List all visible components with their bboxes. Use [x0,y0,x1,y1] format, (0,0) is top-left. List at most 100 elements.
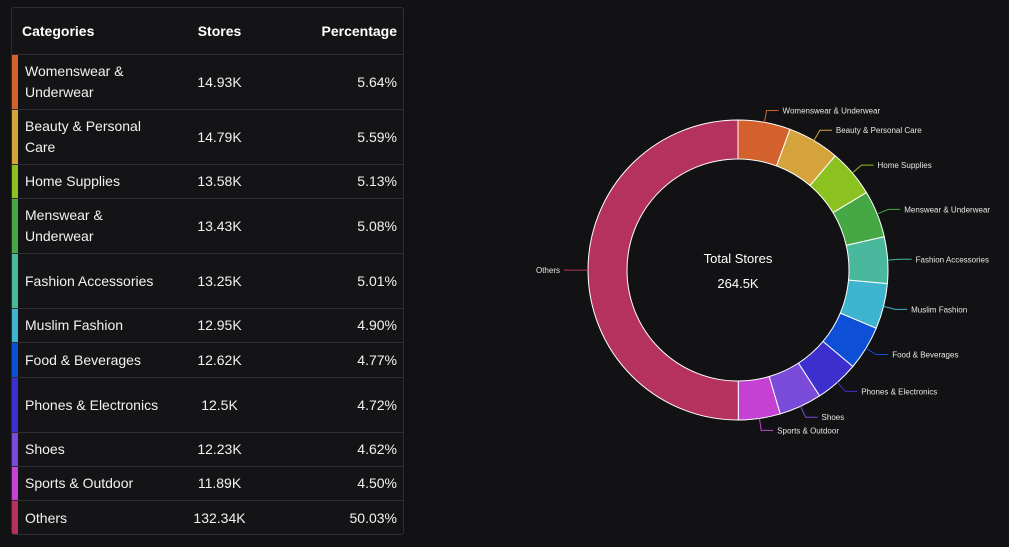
table-row[interactable]: Fashion Accessories 13.25K 5.01% [12,253,403,309]
category-label: Beauty & Personal Care [25,118,141,155]
cell-stores: 11.89K [172,466,267,501]
cell-percentage: 5.01% [267,253,403,309]
donut-chart-svg: Womenswear & Underwear Beauty & Personal … [536,107,990,436]
category-label: Muslim Fashion [25,317,124,333]
slice-leader-line [800,406,818,418]
slice-leader-line [865,347,889,356]
cell-stores: 132.34K [193,509,246,526]
header-stores[interactable]: Stores [172,8,267,55]
cell-percentage: 5.13% [267,164,403,199]
cell-percentage: 5.08% [267,198,403,254]
cell-stores: 12.23K [172,432,267,467]
category-label: Menswear & Underwear [25,207,103,244]
category-label: Phones & Electronics [25,396,159,413]
slice-leader-line [852,164,874,174]
center-value: 264.5K [717,276,759,291]
category-color-bar [12,433,18,466]
category-color-bar [12,378,18,432]
table-row[interactable]: Phones & Electronics 12.5K 4.72% [12,377,403,433]
cell-category: Womenswear & Underwear [12,54,172,110]
table-row[interactable]: Womenswear & Underwear 14.93K 5.64% [12,54,403,110]
slice-label: Fashion Accessories [916,255,989,264]
cell-percentage: 4.72% [267,377,403,433]
table-body: Womenswear & Underwear 14.93K 5.64% Beauty … [12,54,403,534]
cell-percentage: 4.90% [267,308,403,343]
table-header-row: Categories Stores Percentage [12,8,403,55]
slice-label: Womenswear & Underwear [783,107,881,116]
slice-leader-line [876,208,901,215]
slice-label: Phones & Electronics [861,387,937,396]
slice-label: Food & Beverages [892,351,958,360]
cell-percentage: 50.03% [349,509,397,526]
cell-category: Home Supplies [12,164,172,199]
category-color-bar [12,110,18,164]
table-row[interactable]: Menswear & Underwear 13.43K 5.08% [12,198,403,254]
cell-category: Muslim Fashion [12,308,172,343]
cell-category: Others [12,501,172,534]
table-row[interactable]: Muslim Fashion 12.95K 4.90% [12,308,403,343]
table-row[interactable]: Others 132.34K 50.03% [12,501,403,534]
slice-label: Menswear & Underwear [904,205,990,214]
category-color-bar [12,501,18,534]
cell-stores: 12.95K [172,308,267,343]
slice-label: Beauty & Personal Care [836,126,922,135]
donut-slice[interactable] [845,236,889,285]
cell-category: Beauty & Personal Care [12,109,172,165]
cell-percentage: 4.50% [267,466,403,501]
cell-percentage: 4.77% [267,342,403,378]
category-label: Sports & Outdoor [25,475,134,491]
cell-percentage: 5.59% [267,109,403,165]
header-percentage[interactable]: Percentage [267,8,403,55]
cell-stores: 13.58K [172,164,267,199]
category-color-bar [12,199,18,253]
slice-leader-line [763,110,779,123]
cell-stores: 12.5K [172,377,267,433]
table-row[interactable]: Food & Beverages 12.62K 4.77% [12,342,403,378]
cell-stores: 13.43K [172,198,267,254]
slice-leader-line [887,258,912,261]
category-color-bar [12,467,18,500]
cell-stores: 13.25K [172,253,267,309]
category-color-bar [12,309,18,342]
category-label: Others [25,509,68,526]
slice-leader-line [836,382,858,392]
cell-category: Food & Beverages [12,342,172,378]
cell-stores: 14.79K [172,109,267,165]
table-row[interactable]: Sports & Outdoor 11.89K 4.50% [12,466,403,501]
cell-category: Fashion Accessories [12,253,172,309]
cell-category: Menswear & Underwear [12,198,172,254]
donut-chart: Womenswear & Underwear Beauty & Personal … [520,95,1000,445]
slice-label: Others [536,266,560,275]
cell-percentage: 5.64% [267,54,403,110]
table-row[interactable]: Home Supplies 13.58K 5.13% [12,164,403,199]
cell-category: Shoes [12,432,172,467]
table-row[interactable]: Shoes 12.23K 4.62% [12,432,403,467]
category-color-bar [12,254,18,308]
slice-label: Shoes [822,413,845,422]
center-label: Total Stores [704,251,773,266]
cell-category: Sports & Outdoor [12,466,172,501]
category-color-bar [12,343,18,377]
slice-leader-line [813,129,832,141]
table-row[interactable]: Beauty & Personal Care 14.79K 5.59% [12,109,403,165]
header-categories[interactable]: Categories [12,8,172,55]
cell-category: Phones & Electronics [12,377,172,433]
category-color-bar [12,165,18,198]
cell-stores: 12.62K [172,342,267,378]
cell-percentage: 4.62% [267,432,403,467]
slice-label: Home Supplies [877,161,931,170]
category-label: Home Supplies [25,173,120,189]
cell-stores: 14.93K [172,54,267,110]
category-table: Categories Stores Percentage Womenswear … [12,8,403,534]
slice-label: Sports & Outdoor [777,426,839,435]
donut-slice[interactable] [587,119,739,421]
slice-leader-line [758,418,774,431]
category-label: Fashion Accessories [25,272,154,289]
category-color-bar [12,55,18,109]
category-label: Womenswear & Underwear [25,63,124,100]
slice-label: Muslim Fashion [911,305,967,314]
category-label: Food & Beverages [25,351,141,368]
slice-leader-line [883,305,908,310]
category-label: Shoes [25,441,65,457]
category-table-panel: Categories Stores Percentage Womenswear … [11,7,404,535]
